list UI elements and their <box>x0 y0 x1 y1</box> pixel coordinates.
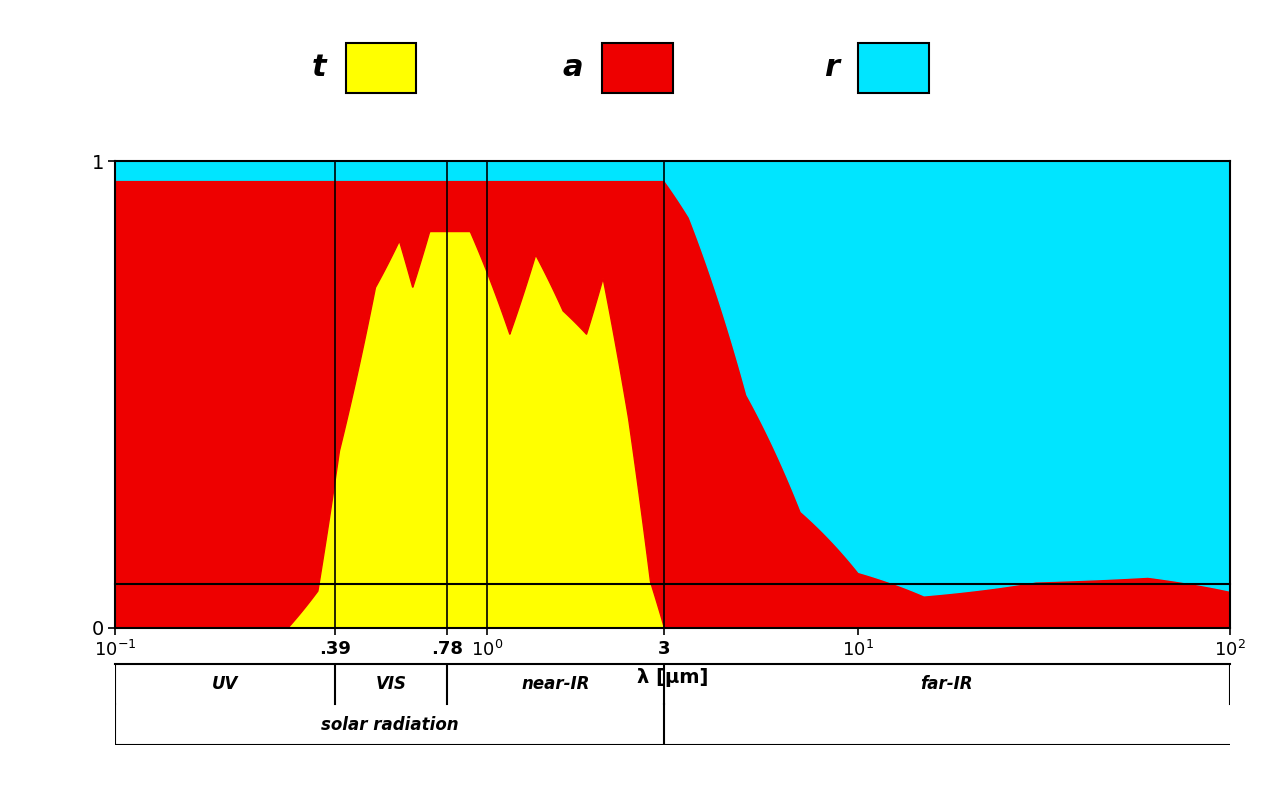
Bar <box>602 43 673 93</box>
Text: r: r <box>824 53 839 82</box>
Text: a: a <box>562 53 583 82</box>
X-axis label: λ [μm]: λ [μm] <box>637 668 708 687</box>
Text: VIS: VIS <box>375 675 406 693</box>
Bar <box>858 43 929 93</box>
Bar <box>346 43 416 93</box>
Text: t: t <box>313 53 327 82</box>
Text: solar radiation: solar radiation <box>320 716 459 733</box>
Text: near-IR: near-IR <box>521 675 589 693</box>
Text: UV: UV <box>211 675 238 693</box>
Text: far-IR: far-IR <box>921 675 974 693</box>
